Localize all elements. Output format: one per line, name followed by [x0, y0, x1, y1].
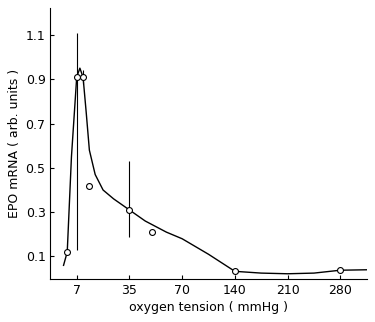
Point: [80, 74, 86, 80]
Point: [86, 183, 92, 188]
Point: [232, 269, 238, 274]
Point: [64, 250, 70, 255]
Point: [126, 207, 132, 213]
Point: [74, 74, 80, 80]
Y-axis label: EPO mRNA ( arb. units ): EPO mRNA ( arb. units ): [8, 69, 21, 218]
Point: [337, 268, 343, 273]
X-axis label: oxygen tension ( mmHg ): oxygen tension ( mmHg ): [129, 301, 288, 314]
Point: [148, 230, 154, 235]
